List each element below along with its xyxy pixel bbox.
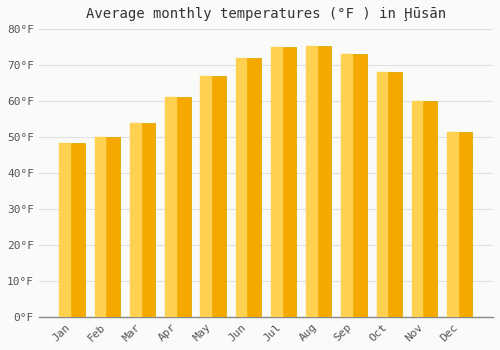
Bar [94, 137, 106, 317]
Bar [376, 72, 387, 317]
Bar [412, 101, 437, 317]
Bar [60, 144, 70, 317]
Bar [271, 47, 296, 317]
Bar [60, 144, 85, 317]
Bar [130, 122, 156, 317]
Bar [447, 132, 458, 317]
Bar [200, 76, 211, 317]
Bar [165, 97, 190, 317]
Bar [236, 58, 246, 317]
Title: Average monthly temperatures (°F ) in Ḩūsān: Average monthly temperatures (°F ) in Ḩū… [86, 7, 446, 21]
Bar [376, 72, 402, 317]
Bar [94, 137, 120, 317]
Bar [236, 58, 261, 317]
Bar [342, 54, 366, 317]
Bar [306, 46, 332, 317]
Bar [200, 76, 226, 317]
Bar [165, 97, 176, 317]
Bar [447, 132, 472, 317]
Bar [306, 46, 317, 317]
Bar [130, 122, 140, 317]
Bar [412, 101, 422, 317]
Bar [342, 54, 352, 317]
Bar [271, 47, 281, 317]
